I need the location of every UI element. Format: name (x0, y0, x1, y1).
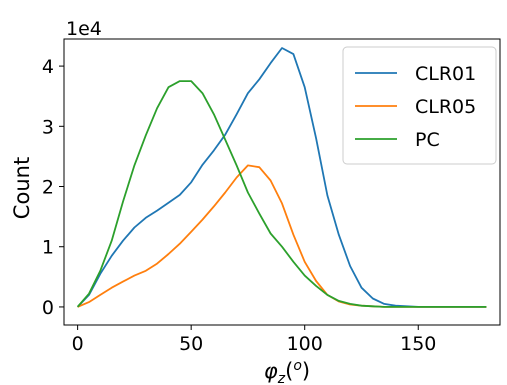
y-offset-label: 1e4 (66, 18, 102, 40)
y-axis-title: Count (10, 157, 34, 219)
legend-label-clr05: CLR05 (415, 96, 476, 118)
series-line-clr05 (77, 164, 487, 308)
x-tick-label: 0 (72, 333, 84, 355)
legend-label-pc: PC (415, 129, 440, 151)
legend: CLR01 CLR05 PC (342, 46, 497, 165)
series-line-pc (76, 80, 487, 308)
y-tick-label: 0 (42, 297, 54, 319)
legend-label-clr01: CLR01 (415, 63, 476, 85)
axis-ticks: 0 50 100 150 0 1 2 3 4 (42, 56, 436, 355)
x-tick-label: 50 (179, 333, 203, 355)
x-tick-label: 150 (400, 333, 436, 355)
x-axis-title-text: φ (264, 359, 278, 383)
legend-box (342, 46, 497, 165)
y-tick-label: 4 (42, 56, 54, 78)
plot-frame (63, 38, 501, 326)
plot-lines (76, 47, 487, 308)
y-tick-label: 3 (42, 116, 54, 138)
y-tick-label: 2 (42, 177, 54, 199)
x-axis-title: φz(o) (264, 358, 310, 385)
y-tick-label: 1 (42, 237, 54, 259)
x-tick-label: 100 (287, 333, 323, 355)
